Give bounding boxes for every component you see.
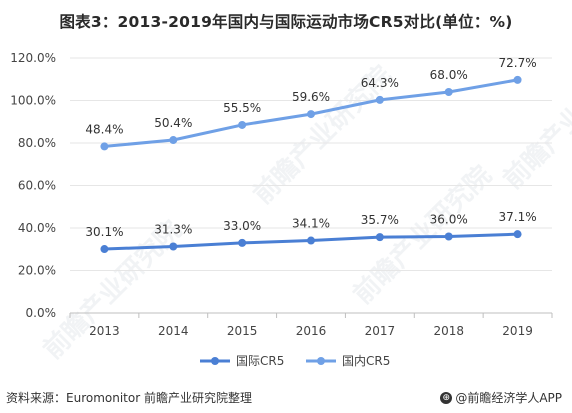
y-tick-label: 120.0% — [10, 51, 56, 65]
data-label: 34.1% — [292, 217, 330, 231]
x-tick-label: 2017 — [365, 324, 396, 338]
x-tick-label: 2013 — [89, 324, 120, 338]
data-point — [238, 238, 247, 247]
data-point — [100, 245, 109, 254]
data-label: 59.6% — [292, 90, 330, 104]
data-point — [169, 242, 178, 251]
x-tick-label: 2018 — [433, 324, 464, 338]
x-tick-label: 2016 — [296, 324, 327, 338]
data-label: 48.4% — [85, 122, 123, 136]
data-label: 37.1% — [499, 210, 537, 224]
x-tick-label: 2015 — [227, 324, 258, 338]
y-tick-label: 80.0% — [18, 136, 56, 150]
y-tick-label: 20.0% — [18, 264, 56, 278]
legend-marker — [317, 357, 325, 365]
legend-label: 国际CR5 — [236, 354, 284, 368]
data-point — [169, 136, 178, 145]
data-point — [513, 75, 522, 84]
data-label: 36.0% — [430, 213, 468, 227]
data-label: 50.4% — [154, 116, 192, 130]
data-label: 30.1% — [85, 225, 123, 239]
source-note: 资料来源：Euromonitor 前瞻产业研究院整理 — [6, 391, 252, 405]
data-point — [375, 95, 384, 104]
x-tick-label: 2014 — [158, 324, 189, 338]
data-point — [238, 120, 247, 129]
y-tick-label: 100.0% — [10, 94, 56, 108]
brand-icon: ⊕ — [440, 391, 453, 404]
brand-credit: ⊕ @前瞻经济学人APP — [440, 389, 562, 406]
data-label: 31.3% — [154, 222, 192, 236]
data-point — [307, 236, 315, 245]
data-label: 35.7% — [361, 213, 399, 227]
data-label: 33.0% — [223, 219, 261, 233]
chart-title: 图表3：2013-2019年国内与国际运动市场CR5对比(单位：%) — [59, 13, 513, 31]
data-point — [307, 110, 315, 119]
x-tick-label: 2019 — [502, 324, 533, 338]
data-label: 68.0% — [430, 68, 468, 82]
data-point — [100, 142, 109, 151]
y-tick-label: 60.0% — [18, 179, 56, 193]
data-point — [375, 233, 384, 242]
data-label: 72.7% — [499, 56, 537, 70]
data-label: 64.3% — [361, 76, 399, 90]
legend-label: 国内CR5 — [342, 354, 390, 368]
legend-marker — [211, 357, 219, 365]
y-tick-label: 0.0% — [26, 306, 57, 320]
data-point — [513, 230, 522, 239]
brand-label: @前瞻经济学人APP — [455, 391, 562, 405]
data-point — [444, 232, 453, 241]
data-point — [444, 88, 453, 96]
data-label: 55.5% — [223, 101, 261, 115]
y-tick-label: 40.0% — [18, 221, 56, 235]
